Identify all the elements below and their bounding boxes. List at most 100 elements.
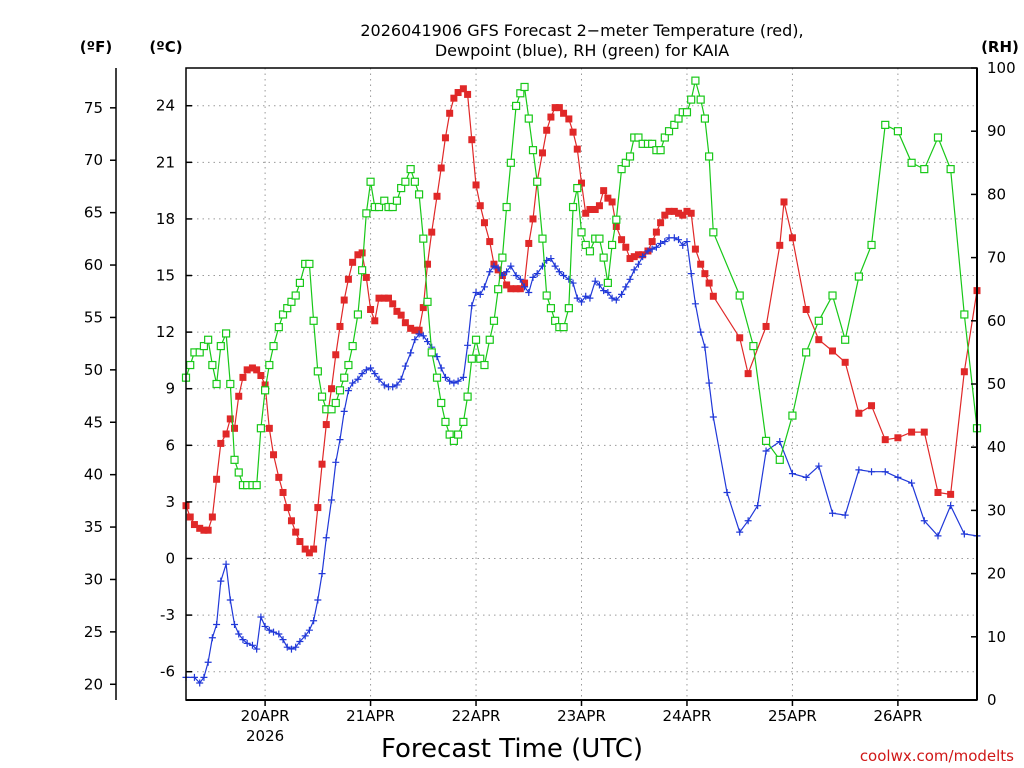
temperature-point bbox=[618, 236, 626, 244]
dewpoint-point bbox=[196, 679, 204, 687]
dewpoint-series bbox=[182, 234, 981, 687]
rh-tick-label: 40 bbox=[987, 438, 1006, 456]
temperature-point bbox=[239, 373, 247, 381]
relative-humidity-point bbox=[881, 120, 890, 129]
relative-humidity-point bbox=[700, 114, 709, 123]
dewpoint-point bbox=[709, 413, 717, 421]
rh-unit-label: (RH) bbox=[981, 38, 1019, 56]
rh-tick-label: 10 bbox=[987, 628, 1006, 646]
temperature-point bbox=[380, 294, 388, 302]
relative-humidity-point bbox=[348, 341, 357, 351]
relative-humidity-point bbox=[603, 278, 612, 287]
dewpoint-point bbox=[595, 281, 603, 289]
dewpoint-point bbox=[516, 275, 524, 283]
relative-humidity-point bbox=[634, 133, 643, 142]
relative-humidity-point bbox=[335, 386, 345, 395]
relative-humidity-point bbox=[607, 240, 617, 250]
fahrenheit-tick-label: 70 bbox=[84, 151, 103, 169]
relative-humidity-point bbox=[577, 228, 586, 237]
temperature-point bbox=[204, 526, 212, 534]
dewpoint-point bbox=[670, 234, 678, 242]
dewpoint-point bbox=[920, 517, 928, 525]
dewpoint-point bbox=[265, 626, 273, 634]
temperature-point bbox=[591, 205, 599, 213]
dewpoint-point bbox=[454, 377, 462, 385]
temperature-point bbox=[336, 322, 344, 330]
chart-title-line-2: Dewpoint (blue), RH (green) for KAIA bbox=[435, 41, 729, 60]
dewpoint-point bbox=[657, 239, 665, 247]
temperature-point bbox=[612, 222, 620, 230]
temperature-point bbox=[626, 255, 634, 263]
temperature-point bbox=[543, 126, 551, 134]
dewpoint-point bbox=[446, 377, 454, 385]
fahrenheit-tick-label: 45 bbox=[84, 413, 103, 431]
temperature-point bbox=[340, 296, 348, 304]
relative-humidity-point bbox=[494, 285, 503, 294]
relative-humidity-point bbox=[216, 341, 225, 351]
temperature-point bbox=[389, 300, 397, 308]
temperature-point bbox=[569, 128, 577, 136]
dewpoint-point bbox=[257, 613, 265, 621]
relative-humidity-point bbox=[327, 405, 336, 414]
dewpoint-point bbox=[253, 645, 261, 653]
dewpoint-point bbox=[639, 253, 647, 261]
temperature-point bbox=[736, 334, 744, 342]
relative-humidity-point bbox=[559, 323, 568, 332]
temperature-point bbox=[217, 439, 225, 447]
temperature-point bbox=[283, 504, 291, 512]
relative-humidity-point bbox=[595, 234, 604, 243]
dewpoint-point bbox=[841, 511, 849, 519]
relative-humidity-point bbox=[735, 291, 744, 300]
dewpoint-point bbox=[762, 447, 770, 455]
fahrenheit-tick-label: 20 bbox=[84, 675, 103, 693]
dewpoint-point bbox=[314, 596, 322, 604]
dewpoint-point bbox=[618, 290, 626, 298]
dewpoint-point bbox=[292, 643, 300, 651]
relative-humidity-point bbox=[788, 411, 797, 420]
x-tick-label: 22APR bbox=[452, 707, 501, 725]
temperature-point bbox=[464, 90, 472, 98]
relative-humidity-point bbox=[682, 108, 692, 117]
relative-humidity-point bbox=[471, 335, 481, 344]
dewpoint-point bbox=[503, 268, 511, 276]
celsius-tick-label: -6 bbox=[160, 663, 175, 681]
relative-humidity-point bbox=[516, 89, 525, 98]
dewpoint-point bbox=[296, 638, 304, 646]
temperature-point bbox=[367, 305, 375, 313]
celsius-tick-label: -3 bbox=[160, 606, 175, 624]
celsius-tick-label: 3 bbox=[165, 493, 175, 511]
relative-humidity-point bbox=[401, 177, 410, 186]
temperature-point bbox=[503, 281, 511, 289]
temperature-point bbox=[691, 245, 699, 253]
celsius-tick-label: 15 bbox=[156, 267, 175, 285]
dewpoint-point bbox=[644, 247, 652, 255]
relative-humidity-point bbox=[498, 253, 507, 262]
relative-humidity-point bbox=[265, 360, 274, 370]
relative-humidity-point bbox=[204, 335, 213, 344]
dewpoint-point bbox=[464, 341, 472, 349]
credit-link[interactable]: coolwx.com/modelts bbox=[860, 747, 1014, 765]
x-tick-label: 26APR bbox=[873, 707, 922, 725]
temperature-point bbox=[652, 228, 660, 236]
temperature-point bbox=[371, 317, 379, 325]
relative-humidity-point bbox=[256, 424, 265, 433]
temperature-point bbox=[459, 85, 467, 93]
relative-humidity-point bbox=[437, 398, 446, 408]
relative-humidity-point bbox=[775, 455, 784, 464]
temperature-point bbox=[608, 198, 616, 206]
dewpoint-point bbox=[279, 636, 287, 644]
dewpoint-point bbox=[507, 262, 515, 270]
dewpoint-point bbox=[529, 273, 537, 281]
celsius-tick-label: 0 bbox=[165, 550, 175, 568]
temperature-point bbox=[670, 207, 678, 215]
temperature-point bbox=[208, 513, 216, 521]
relative-humidity-point bbox=[585, 247, 595, 256]
temperature-point bbox=[604, 194, 612, 202]
dewpoint-point bbox=[441, 373, 449, 381]
temperature-point bbox=[551, 104, 559, 112]
dewpoint-point bbox=[336, 436, 344, 444]
relative-humidity-point bbox=[599, 253, 608, 262]
temperature-point bbox=[480, 219, 488, 227]
relative-humidity-point bbox=[749, 341, 758, 351]
temperature-point bbox=[292, 528, 300, 536]
